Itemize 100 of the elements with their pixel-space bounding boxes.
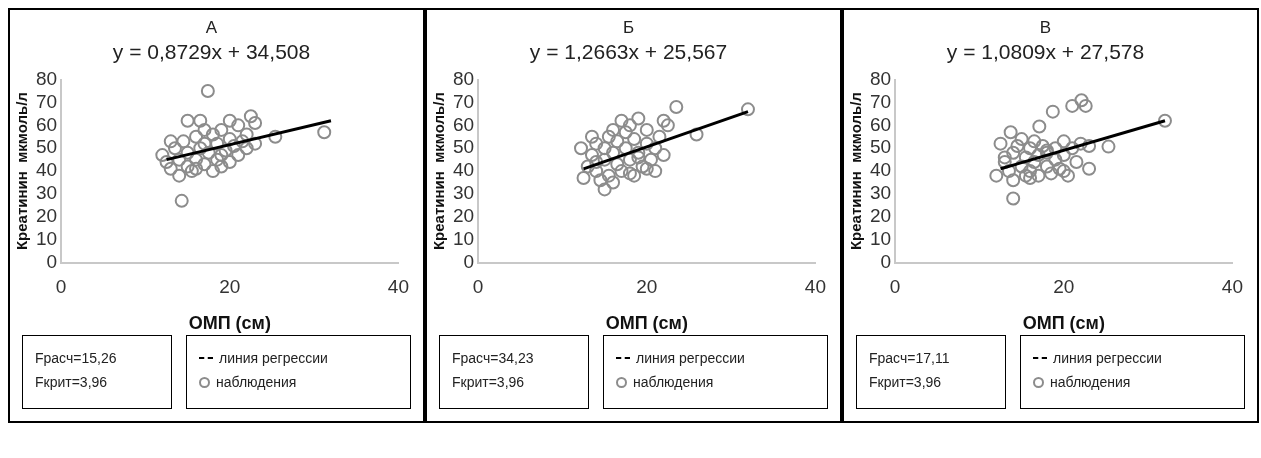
point — [1065, 98, 1080, 113]
x-tick-label: 40 — [804, 276, 826, 298]
point — [180, 113, 195, 128]
point — [1023, 170, 1038, 185]
point — [193, 113, 208, 128]
x-tick-label: 20 — [636, 276, 658, 298]
point — [214, 122, 229, 137]
y-tick-label: 60 — [35, 113, 58, 135]
point — [601, 168, 616, 183]
point — [1039, 159, 1054, 174]
x-tick-label: 20 — [1053, 276, 1075, 298]
point — [648, 164, 663, 179]
point — [176, 134, 191, 149]
point — [239, 127, 254, 142]
point — [189, 129, 204, 144]
point — [222, 113, 237, 128]
point — [574, 141, 589, 156]
point — [631, 145, 646, 160]
point — [248, 116, 263, 131]
chart-subtitle: y = 1,0809x + 27,578 — [946, 39, 1145, 63]
y-tick-label: 10 — [869, 227, 892, 249]
y-tick-label: 30 — [869, 182, 892, 204]
point — [1035, 138, 1050, 153]
point — [656, 148, 671, 163]
y-tick-label: 0 — [46, 250, 58, 272]
legend-label: наблюдения — [633, 373, 714, 392]
point — [1014, 132, 1029, 147]
point — [1006, 145, 1021, 160]
point — [200, 84, 215, 99]
point — [235, 134, 250, 149]
point — [1157, 113, 1172, 128]
point — [606, 122, 621, 137]
point — [1052, 161, 1067, 176]
point — [1023, 164, 1038, 179]
point — [618, 125, 633, 140]
y-tick-label: 40 — [869, 159, 892, 181]
text: Fкрит=3,96 — [452, 373, 526, 392]
point — [205, 164, 220, 179]
y-tick-label: 70 — [869, 90, 892, 112]
point — [610, 134, 625, 149]
y-tick-label: 60 — [452, 113, 475, 135]
point — [1101, 139, 1116, 154]
text: Fрасч=15,26 — [35, 349, 118, 368]
y-tick-label: 60 — [869, 113, 892, 135]
y-tick-label: 70 — [35, 90, 58, 112]
point — [163, 134, 178, 149]
x-tick-label: 20 — [219, 276, 241, 298]
y-axis-title: Креатинин мкмоль/л — [430, 92, 448, 251]
point — [1073, 136, 1088, 151]
chart-title: В — [1039, 17, 1052, 37]
point — [1082, 138, 1097, 153]
y-axis-title: Креатинин мкмоль/л — [13, 92, 31, 251]
point — [197, 136, 212, 151]
legend-label: наблюдения — [1050, 373, 1131, 392]
point — [593, 173, 608, 188]
point — [222, 154, 237, 169]
point — [622, 152, 637, 167]
point — [239, 141, 254, 156]
point — [1003, 125, 1018, 140]
point — [1032, 119, 1047, 134]
point — [180, 159, 195, 174]
x-axis-title: ОМП (см) — [1022, 313, 1105, 334]
point — [189, 161, 204, 176]
point — [197, 122, 212, 137]
point — [635, 159, 650, 174]
y-tick-label: 20 — [869, 205, 892, 227]
text: Fкрит=3,96 — [35, 373, 109, 392]
point — [155, 148, 170, 163]
y-tick-label: 40 — [452, 159, 475, 181]
y-tick-label: 20 — [35, 205, 58, 227]
y-tick-label: 80 — [452, 67, 475, 89]
y-tick-label: 50 — [869, 136, 892, 158]
point — [231, 118, 246, 133]
point — [597, 182, 612, 197]
point — [1018, 150, 1033, 165]
point — [606, 145, 621, 160]
point — [167, 141, 182, 156]
y-tick-label: 0 — [880, 250, 892, 272]
y-tick-label: 10 — [452, 227, 475, 249]
point — [227, 138, 241, 153]
text: Fрасч=34,23 — [452, 349, 535, 368]
point — [618, 141, 633, 156]
point — [174, 193, 189, 208]
point — [639, 136, 654, 151]
x-tick-label: 40 — [387, 276, 409, 298]
text: Fкрит=3,96 — [869, 373, 943, 392]
point — [631, 111, 646, 126]
point — [631, 150, 646, 165]
point — [193, 141, 208, 156]
point — [584, 148, 599, 163]
point — [639, 161, 654, 176]
point — [1056, 164, 1071, 179]
point — [689, 127, 704, 142]
point — [610, 157, 625, 172]
point — [214, 148, 229, 163]
point — [1044, 166, 1059, 181]
point — [268, 129, 283, 144]
point — [1001, 164, 1016, 179]
point — [597, 141, 612, 156]
point — [222, 132, 237, 147]
